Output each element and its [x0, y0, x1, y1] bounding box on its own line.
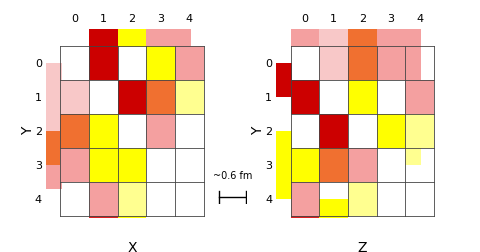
Bar [89, 29, 118, 47]
Bar [118, 199, 146, 218]
Text: ~0.6 fm: ~0.6 fm [213, 171, 252, 181]
X-axis label: Z: Z [358, 241, 367, 252]
Bar [46, 97, 62, 131]
Bar [406, 29, 421, 63]
Bar [146, 29, 175, 47]
Bar [348, 80, 377, 114]
Bar [146, 114, 175, 148]
Bar [276, 131, 292, 165]
Y-axis label: Y: Y [251, 127, 265, 135]
Bar [377, 114, 406, 148]
Bar [60, 80, 89, 114]
X-axis label: X: X [127, 241, 137, 252]
Bar [46, 131, 62, 165]
Bar [348, 29, 377, 47]
Bar [348, 46, 377, 80]
Bar [319, 46, 348, 80]
Bar [89, 46, 118, 80]
Bar [60, 148, 89, 182]
Bar [291, 199, 319, 218]
Bar [377, 29, 406, 47]
Bar [291, 148, 319, 182]
Bar [175, 63, 191, 97]
Bar [89, 148, 118, 182]
Bar [175, 80, 204, 114]
Bar [276, 63, 292, 97]
Bar [319, 148, 348, 182]
Bar [89, 114, 118, 148]
Bar [319, 199, 348, 218]
Bar [291, 182, 319, 216]
Bar [146, 80, 175, 114]
Bar [276, 165, 292, 199]
Bar [377, 46, 406, 80]
Bar [60, 114, 89, 148]
Bar [175, 46, 204, 80]
Bar [146, 46, 175, 80]
Bar [406, 131, 421, 165]
Bar [348, 182, 377, 216]
Bar [46, 63, 62, 97]
Bar [118, 182, 146, 216]
Bar [118, 29, 146, 47]
Bar [406, 97, 421, 131]
Bar [118, 80, 146, 114]
Bar [118, 148, 146, 182]
Bar [406, 80, 434, 114]
Bar [89, 199, 118, 218]
Bar [406, 63, 421, 97]
Bar [175, 29, 191, 63]
Bar [348, 148, 377, 182]
Bar [319, 29, 348, 47]
Bar [89, 182, 118, 216]
Bar [291, 29, 319, 47]
Bar [291, 80, 319, 114]
Y-axis label: Y: Y [21, 127, 35, 135]
Bar [319, 114, 348, 148]
Bar [46, 165, 62, 189]
Bar [406, 114, 434, 148]
